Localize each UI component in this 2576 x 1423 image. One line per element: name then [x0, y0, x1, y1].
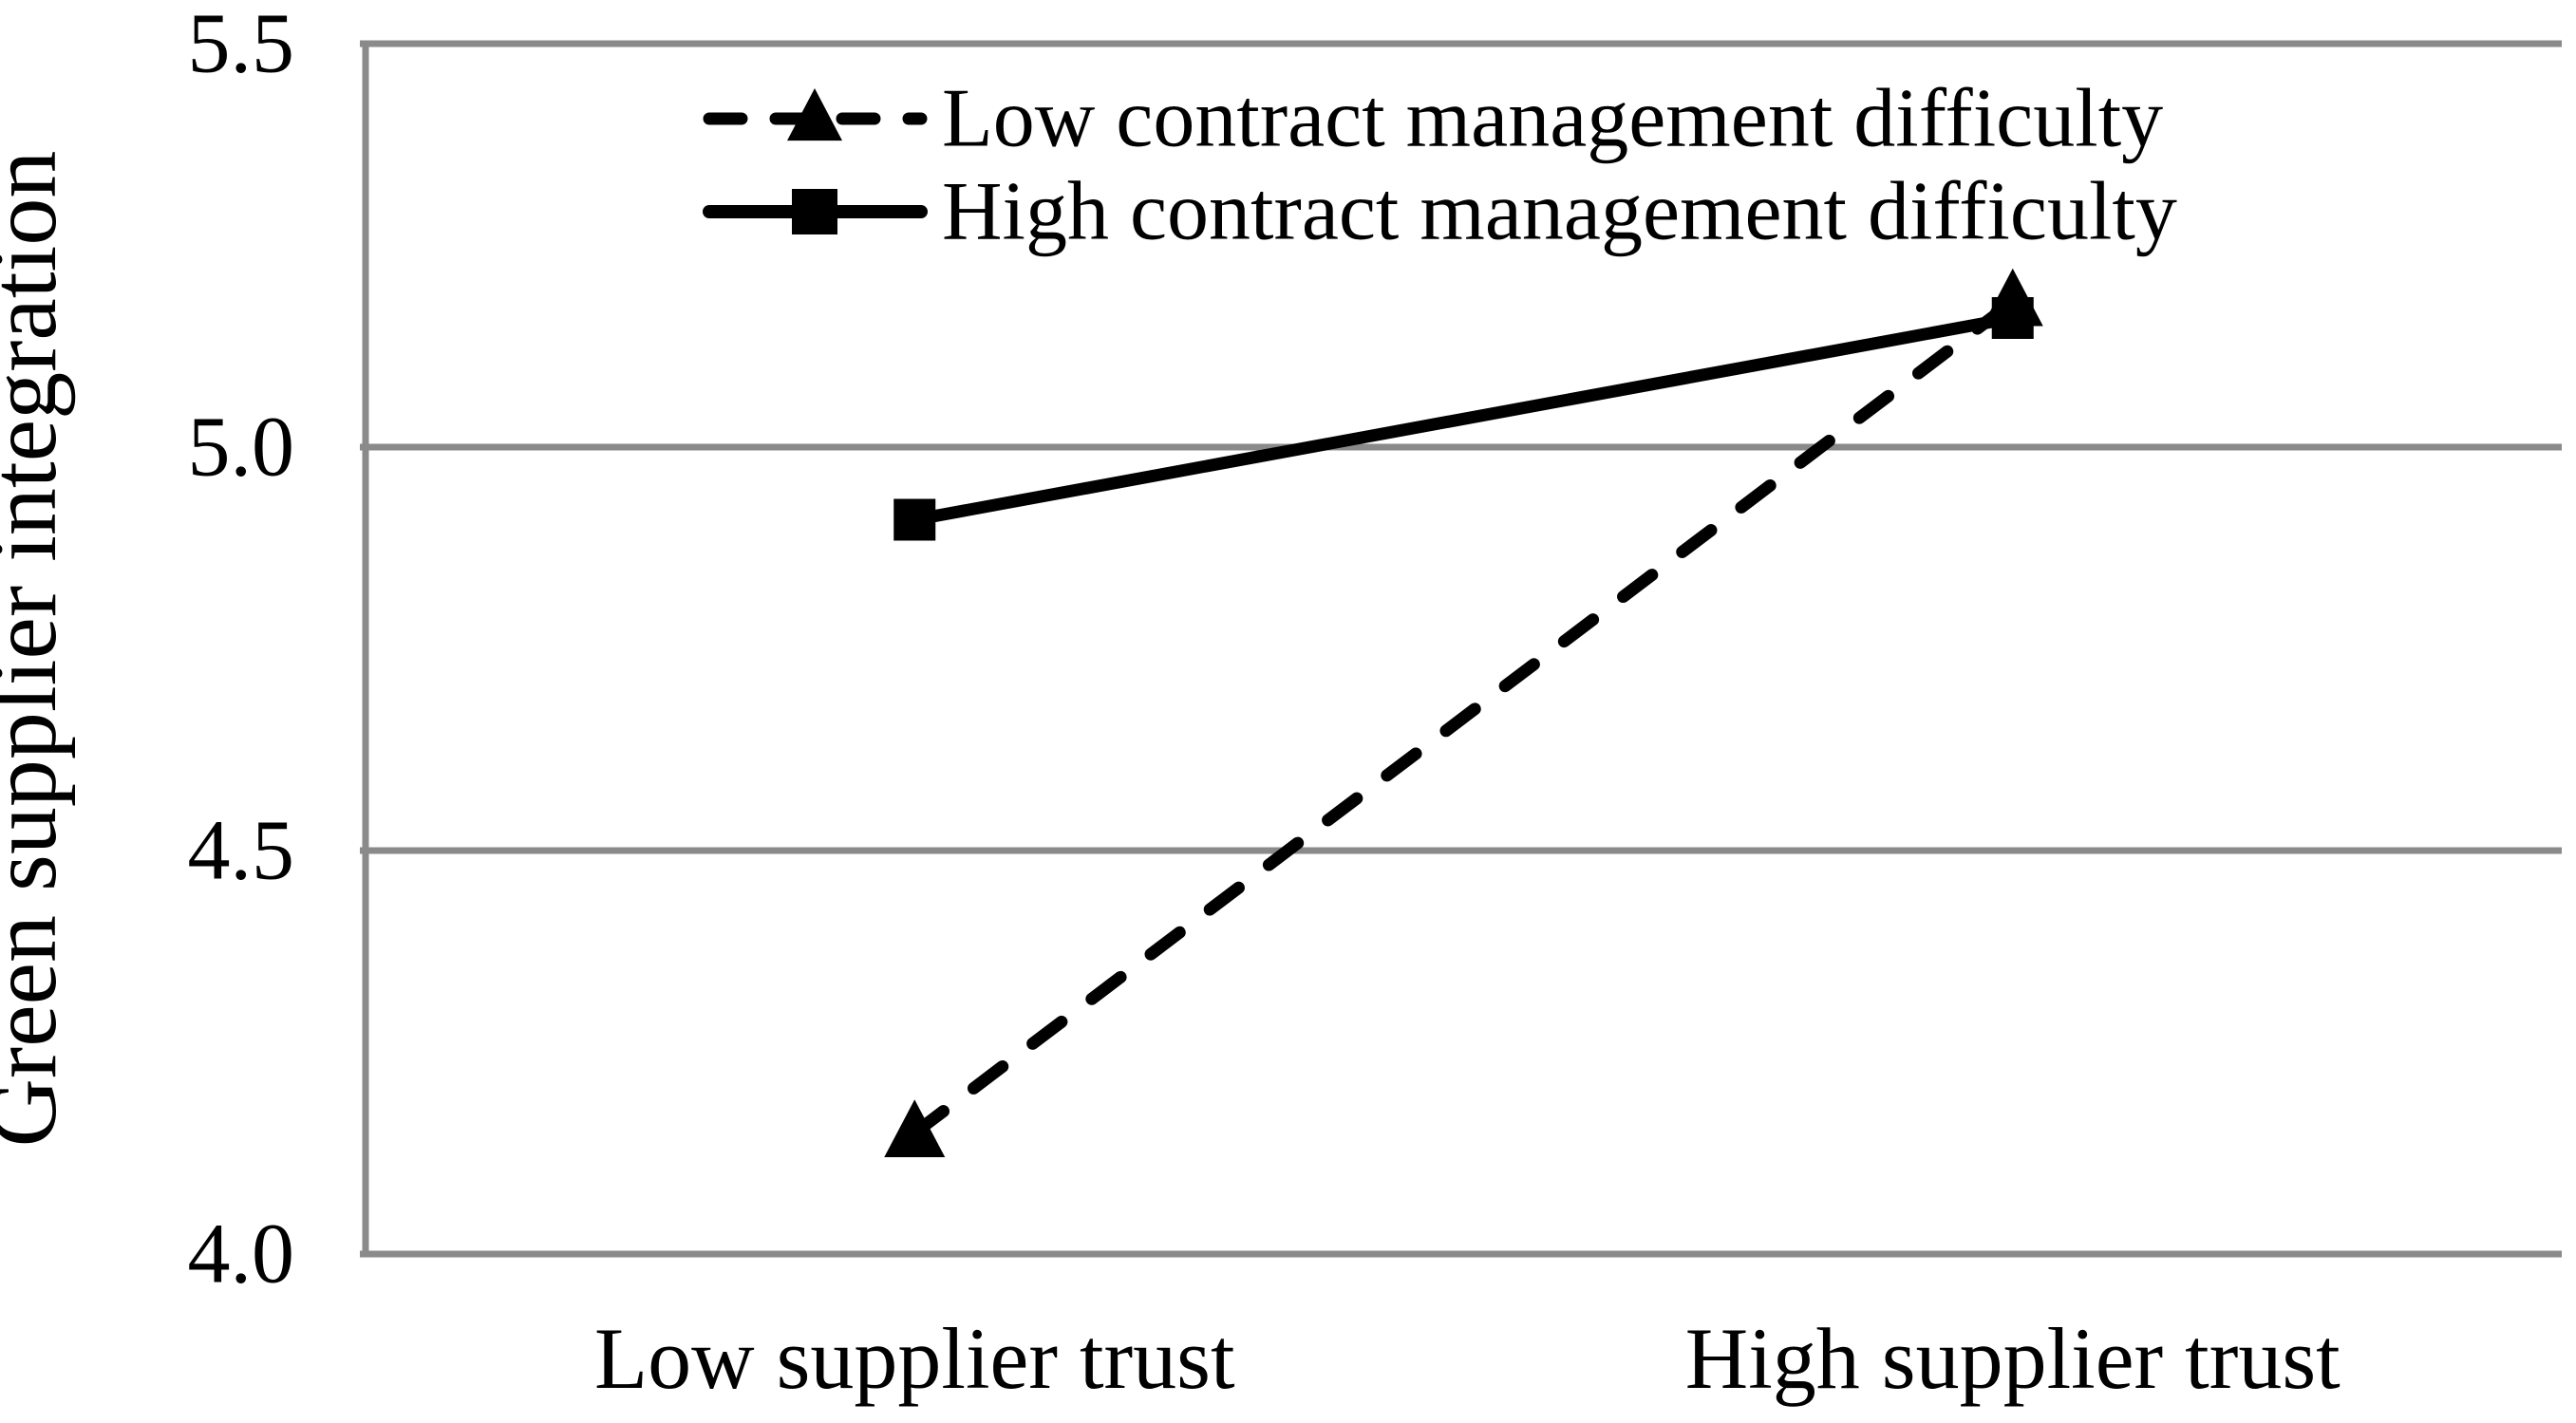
x-category-labels: Low supplier trust High supplier trust — [594, 1310, 2341, 1407]
triangle-marker — [1982, 268, 2043, 327]
x-category-label: Low supplier trust — [594, 1310, 1235, 1407]
series-line-dashed — [908, 295, 2020, 1139]
legend: Low contract management difficulty High … — [703, 73, 2177, 258]
y-tick-label: 5.0 — [188, 401, 295, 495]
y-tick-labels: 4.0 4.5 5.0 5.5 — [188, 0, 295, 1301]
y-tick-label: 4.5 — [188, 804, 295, 898]
gridlines — [360, 40, 2562, 1258]
legend-label-low-contract-difficulty: Low contract management difficulty — [942, 73, 2163, 165]
triangle-marker-legend — [787, 88, 842, 141]
series-line-solid — [908, 311, 2020, 526]
legend-label-high-contract-difficulty: High contract management difficulty — [942, 166, 2177, 258]
y-tick-label: 4.0 — [188, 1208, 295, 1301]
square-marker-legend — [792, 189, 837, 234]
triangle-marker — [884, 1099, 946, 1158]
y-tick-label: 5.5 — [188, 0, 295, 91]
x-category-label: High supplier trust — [1685, 1310, 2341, 1407]
series-layer — [884, 268, 2043, 1158]
y-axis-title: Green supplier integration — [0, 151, 76, 1148]
square-marker — [893, 498, 936, 541]
legend-samples — [703, 88, 928, 234]
